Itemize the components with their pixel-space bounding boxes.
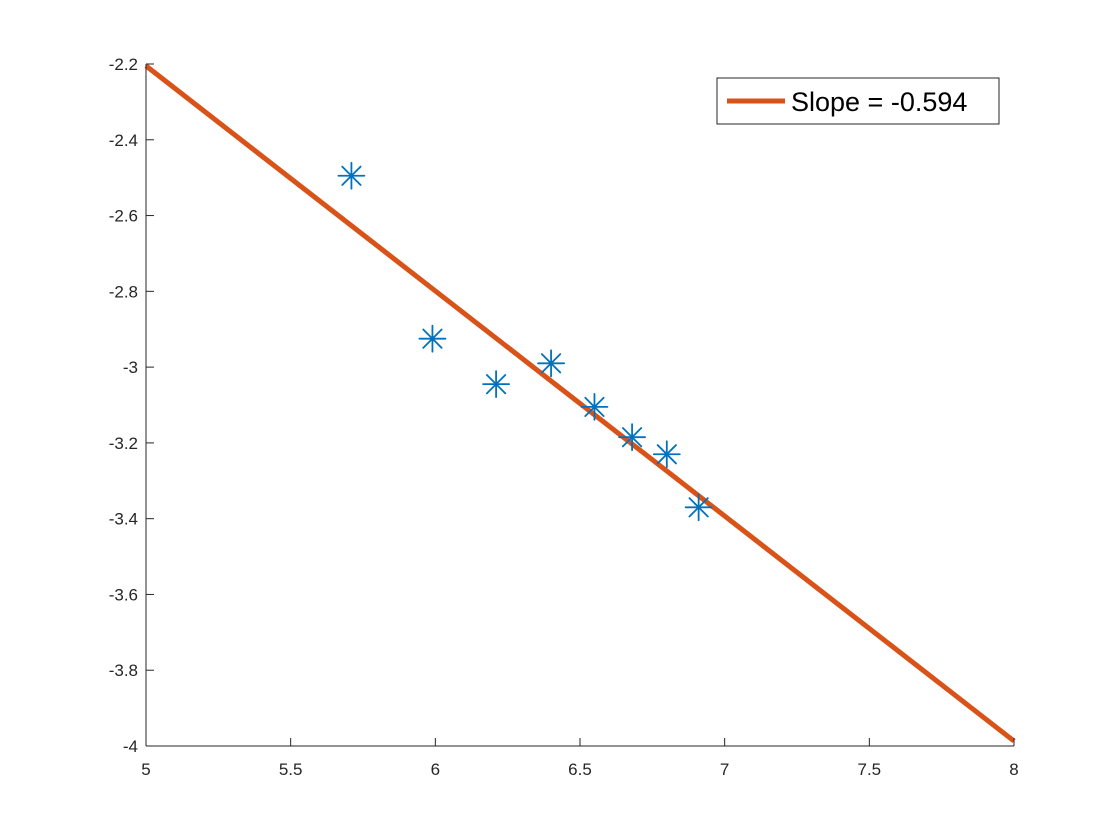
- scatter-point: [618, 423, 646, 452]
- x-tick-label: 7.5: [858, 760, 882, 779]
- x-tick-label: 5.5: [279, 760, 303, 779]
- scatter-point: [684, 493, 713, 522]
- x-tick-label: 5: [141, 760, 150, 779]
- scatter-points-layer: [337, 161, 713, 522]
- scatter-point: [580, 392, 609, 421]
- legend-box: [716, 77, 1000, 125]
- y-tick-label: -2.2: [109, 55, 138, 74]
- x-tick-label: 8: [1009, 760, 1018, 779]
- y-tick-label: -3.6: [109, 585, 138, 604]
- y-tick-label: -3.8: [109, 661, 138, 680]
- y-tick-label: -2.8: [109, 282, 138, 301]
- y-axis-ticks: -2.2 -2.4 -2.6 -2.8 -3 -3.2 -3.4 -3.6 -3.8 -4: [109, 55, 154, 756]
- legend: Slope = -0.594: [716, 77, 1000, 125]
- y-tick-label: -2.6: [109, 207, 138, 226]
- scatter-point: [537, 349, 565, 378]
- scatter-point: [482, 370, 510, 399]
- y-tick-label: -3: [123, 358, 138, 377]
- scatter-point: [337, 161, 366, 190]
- y-tick-label: -2.4: [109, 131, 138, 150]
- scatter-point: [652, 440, 681, 469]
- y-tick-label: -3.4: [109, 510, 138, 529]
- x-tick-label: 6: [431, 760, 440, 779]
- legend-label: Slope = -0.594: [791, 87, 967, 117]
- x-axis-ticks: 5 5.5 6 6.5 7 7.5 8: [141, 738, 1019, 779]
- y-tick-label: -3.2: [109, 434, 138, 453]
- x-tick-label: 7: [720, 760, 729, 779]
- plot-area: 5 5.5 6 6.5 7 7.5 8 -2.2 -2.4 -2.6 -2.8 -3 -3.2 -3.4…: [109, 55, 1019, 779]
- fit-line-layer: [144, 63, 1016, 744]
- x-tick-label: 6.5: [568, 760, 592, 779]
- scatter-point: [418, 324, 447, 353]
- fit-line: [144, 63, 1016, 744]
- y-tick-label: -4: [123, 737, 138, 756]
